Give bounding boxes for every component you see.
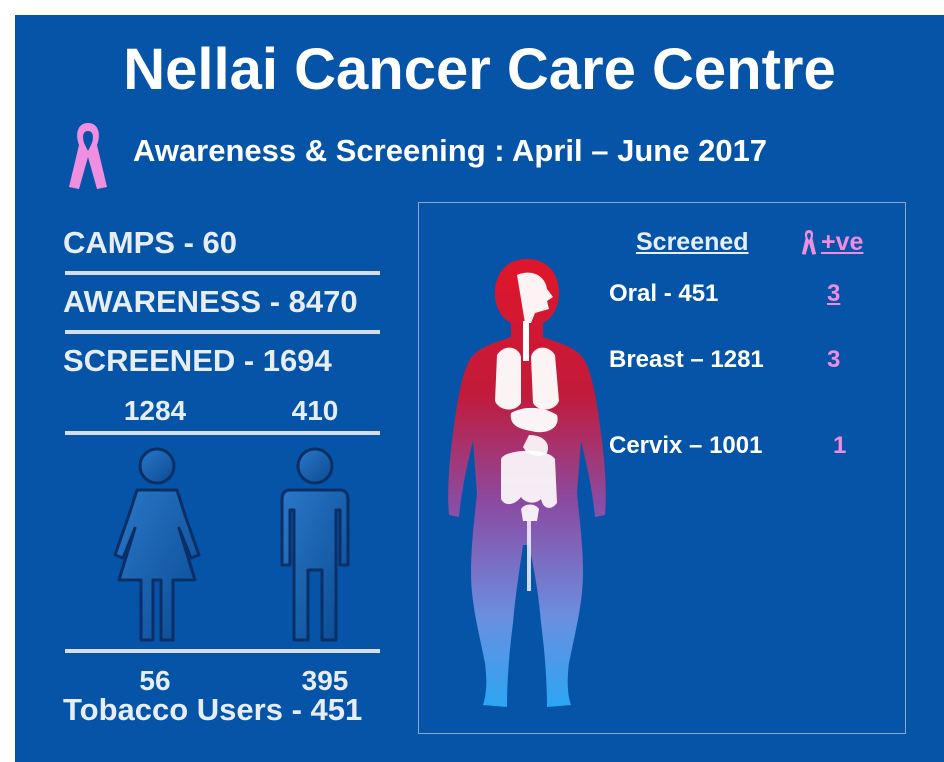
female-tobacco-count: 56 (139, 665, 171, 696)
positive-header: +ve (821, 228, 864, 256)
page-title: Nellai Cancer Care Centre (123, 37, 836, 102)
male-screened-count: 410 (291, 395, 339, 426)
oral-positive: 3 (827, 280, 841, 307)
breast-screened: Breast – 1281 (609, 346, 764, 373)
divider (65, 271, 380, 275)
camps-stat: CAMPS - 60 (63, 225, 237, 260)
female-screened-count: 1284 (123, 395, 187, 426)
cervix-screened: Cervix – 1001 (609, 432, 763, 459)
male-figure-icon (280, 447, 350, 642)
oral-screened: Oral - 451 (609, 280, 719, 307)
pink-ribbon-icon (801, 230, 817, 255)
screening-box (418, 202, 906, 734)
human-anatomy-icon (448, 259, 606, 707)
female-figure-icon (113, 447, 201, 642)
infographic-panel: Nellai Cancer Care Centre Awareness & Sc… (15, 15, 944, 762)
pink-ribbon-icon (69, 123, 107, 189)
page-subtitle: Awareness & Screening : April – June 201… (133, 133, 768, 168)
screened-header: Screened (636, 228, 749, 256)
awareness-stat: AWARENESS - 8470 (63, 284, 358, 319)
male-tobacco-count: 395 (301, 665, 349, 696)
tobacco-users-stat: Tobacco Users - 451 (63, 692, 363, 727)
breast-positive: 3 (827, 346, 841, 373)
divider (65, 649, 380, 653)
screened-stat: SCREENED - 1694 (63, 343, 332, 378)
divider (65, 431, 380, 435)
divider (65, 330, 380, 334)
cervix-positive: 1 (833, 432, 847, 459)
